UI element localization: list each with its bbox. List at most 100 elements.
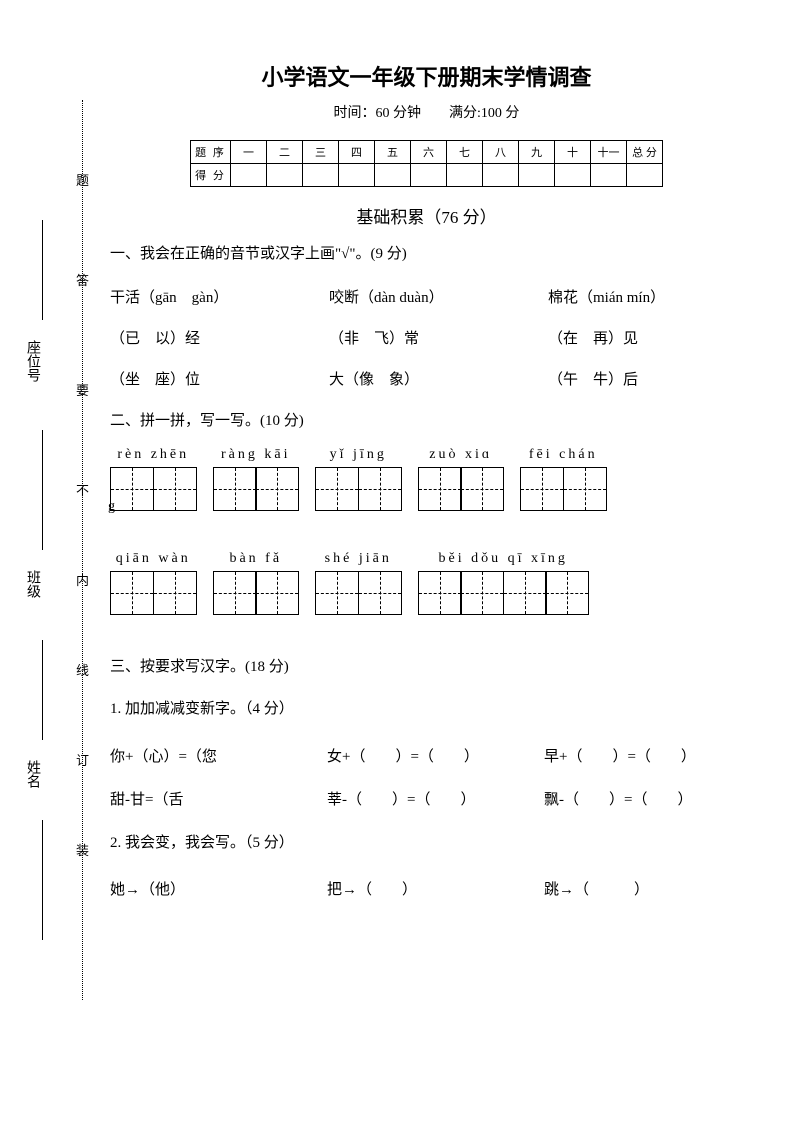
equation-item: 她→（他） (110, 878, 309, 899)
score-header-cell: 八 (483, 141, 519, 164)
score-header-cell: 四 (339, 141, 375, 164)
equation-item: 把→（ ） (327, 878, 526, 899)
pinyin-group: rèn zhēn (110, 447, 197, 511)
q3-sub2: 2. 我会变，我会写。（5 分） (110, 831, 743, 857)
char-boxes (315, 467, 402, 511)
q1-item: （已 以）经 (110, 327, 305, 348)
score-cell (339, 164, 375, 187)
score-cell (375, 164, 411, 187)
pinyin-text: zuò xiɑ (429, 447, 492, 463)
score-header-cell: 题 序 (191, 141, 231, 164)
q1-item: （午 牛）后 (548, 368, 743, 389)
char-box (315, 467, 359, 511)
question-3-title: 三、按要求写汉字。(18 分) (110, 655, 743, 679)
equation-item: 你+（心）=（您 (110, 745, 309, 766)
score-header-cell: 三 (303, 141, 339, 164)
char-boxes (520, 467, 607, 511)
q1-row3: （坐 座）位 大（像 象） （午 牛）后 (110, 368, 743, 389)
score-cell: 得 分 (191, 164, 231, 187)
score-cell (627, 164, 663, 187)
pinyin-group: zuò xiɑ (418, 447, 505, 511)
char-box (358, 467, 402, 511)
char-boxes (110, 571, 197, 615)
margin-char: 线 (76, 660, 89, 679)
dotted-margin-line (82, 100, 83, 1000)
equation-item: 甜-甘=（舌 (110, 788, 309, 809)
q2-row1: rèn zhēnràng kāiyǐ jīngzuò xiɑfēi cháng (110, 447, 743, 511)
q1-item: 干活（gān gàn） (110, 286, 305, 307)
char-boxes (213, 571, 300, 615)
side-label: 姓名 (22, 760, 42, 788)
score-header-cell: 十一 (591, 141, 627, 164)
q1-row1: 干活（gān gàn）咬断（dàn duàn）棉花（mián mín） (110, 286, 743, 307)
pinyin-group: yǐ jīng (315, 447, 402, 511)
side-underline (42, 430, 43, 550)
q1-row2: （已 以）经（非 飞）常（在 再）见 (110, 327, 743, 348)
char-box (153, 467, 197, 511)
pinyin-overflow: g (108, 499, 115, 515)
char-box (213, 571, 257, 615)
score-cell (555, 164, 591, 187)
char-boxes (213, 467, 300, 511)
margin-char: 答 (76, 270, 89, 289)
score-table: 题 序一二三四五六七八九十十一总 分 得 分 (190, 140, 663, 187)
side-underline (42, 220, 43, 320)
pinyin-group: fēi chán (520, 447, 607, 511)
q3-sub1-row1: 你+（心）=（您女+（ ）=（ ） 早+（ ）=（ ） (110, 745, 743, 766)
char-box (358, 571, 402, 615)
pinyin-text: běi dǒu qī xīng (439, 551, 568, 567)
score-header-cell: 九 (519, 141, 555, 164)
section-label: 基础积累（76 分） (110, 203, 743, 228)
char-box (110, 571, 154, 615)
pinyin-group: bàn fǎ (213, 551, 300, 615)
margin-char: 要 (76, 380, 89, 399)
score-header-cell: 一 (231, 141, 267, 164)
score-cell (303, 164, 339, 187)
score-cell (231, 164, 267, 187)
q2-row2: qiān wàn bàn fǎ shé jiān běi dǒu qī xīng (110, 551, 743, 615)
equation-item: 莘-（ ）=（ ） (327, 788, 526, 809)
margin-char: 订 (76, 750, 89, 769)
equation-item: 早+（ ）=（ ） (544, 745, 743, 766)
page-title: 小学语文一年级下册期末学情调查 (110, 60, 743, 92)
side-label: 座位号 (22, 340, 42, 382)
char-boxes (418, 571, 590, 615)
char-boxes (110, 467, 197, 511)
score-cell (447, 164, 483, 187)
char-box (255, 571, 299, 615)
score-header-cell: 六 (411, 141, 447, 164)
side-underline (42, 640, 43, 740)
score-header-cell: 总 分 (627, 141, 663, 164)
char-box (110, 467, 154, 511)
q1-item: （在 再）见 (548, 327, 743, 348)
char-box (418, 571, 462, 615)
score-header-cell: 五 (375, 141, 411, 164)
pinyin-text: shé jiān (325, 551, 392, 567)
q1-item: 大（像 象） (329, 368, 524, 389)
margin-char: 内 (76, 570, 89, 589)
question-2-title: 二、拼一拼，写一写。(10 分) (110, 409, 743, 433)
char-box (418, 467, 462, 511)
pinyin-text: fēi chán (529, 447, 598, 463)
char-box (315, 571, 359, 615)
char-box (563, 467, 607, 511)
q1-item: （坐 座）位 (110, 368, 305, 389)
pinyin-group: qiān wàn (110, 551, 197, 615)
char-box (213, 467, 257, 511)
question-1-title: 一、我会在正确的音节或汉字上画"√"。(9 分) (110, 242, 743, 266)
char-boxes (418, 467, 505, 511)
pinyin-text: yǐ jīng (330, 447, 387, 463)
equation-item: 女+（ ）=（ ） (327, 745, 526, 766)
char-box (520, 467, 564, 511)
score-cell (267, 164, 303, 187)
score-cell (591, 164, 627, 187)
pinyin-text: rèn zhēn (117, 447, 189, 463)
pinyin-text: bàn fǎ (229, 551, 282, 567)
char-boxes (315, 571, 402, 615)
equation-item: 飘-（ ）=（ ） (544, 788, 743, 809)
margin-char: 不 (76, 480, 89, 499)
binding-margin: 座位号班级姓名题答要不内线订装 (20, 100, 100, 1000)
char-box (503, 571, 547, 615)
pinyin-group: shé jiān (315, 551, 402, 615)
q3-sub2-row: 她→（他）把→（ ）跳→（ ） (110, 878, 743, 899)
